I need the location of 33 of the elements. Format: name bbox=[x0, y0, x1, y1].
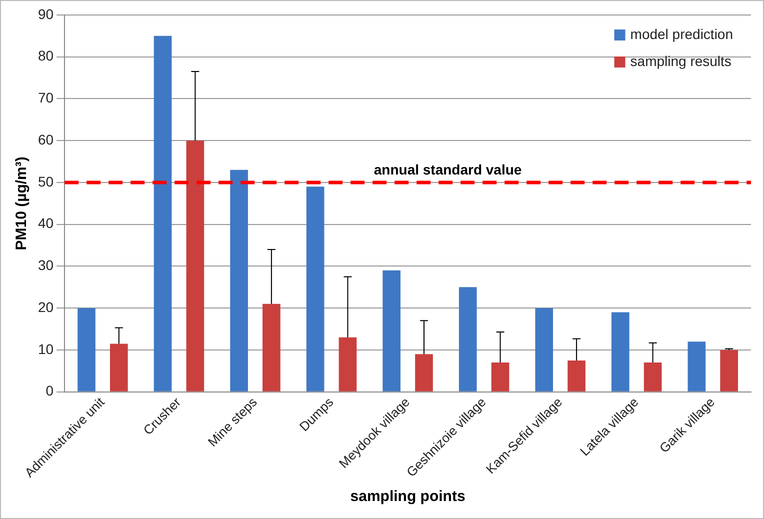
bar bbox=[720, 350, 738, 392]
bar bbox=[338, 337, 357, 392]
bar bbox=[230, 170, 248, 392]
y-tick-label: 80 bbox=[38, 48, 54, 64]
bar bbox=[78, 308, 96, 392]
bar bbox=[535, 308, 554, 392]
bar bbox=[458, 287, 477, 392]
y-tick-label: 90 bbox=[38, 6, 54, 22]
legend-label: model prediction bbox=[630, 26, 734, 42]
bar bbox=[611, 312, 630, 392]
bar bbox=[306, 186, 324, 392]
x-axis-title: sampling points bbox=[350, 488, 466, 506]
y-tick-label: 50 bbox=[38, 173, 54, 190]
bar bbox=[415, 354, 433, 392]
bar bbox=[154, 36, 172, 392]
bar bbox=[644, 362, 662, 392]
y-tick-label: 0 bbox=[46, 382, 54, 399]
y-tick-label: 70 bbox=[38, 90, 54, 106]
bar bbox=[262, 304, 280, 392]
bar bbox=[382, 270, 400, 392]
bar bbox=[110, 344, 128, 392]
legend-label: sampling results bbox=[630, 52, 732, 69]
y-tick-label: 10 bbox=[38, 340, 54, 357]
bar bbox=[568, 360, 586, 392]
y-tick-label: 60 bbox=[38, 131, 54, 148]
bar bbox=[186, 140, 204, 392]
y-tick-label: 20 bbox=[38, 298, 54, 315]
y-tick-label: 30 bbox=[38, 257, 54, 274]
bar bbox=[688, 342, 706, 392]
y-tick-label: 40 bbox=[38, 215, 54, 232]
ref-line-label: annual standard value bbox=[374, 161, 522, 178]
bar bbox=[491, 362, 510, 392]
y-axis-title: PM10 (µg/m³) bbox=[13, 156, 30, 250]
